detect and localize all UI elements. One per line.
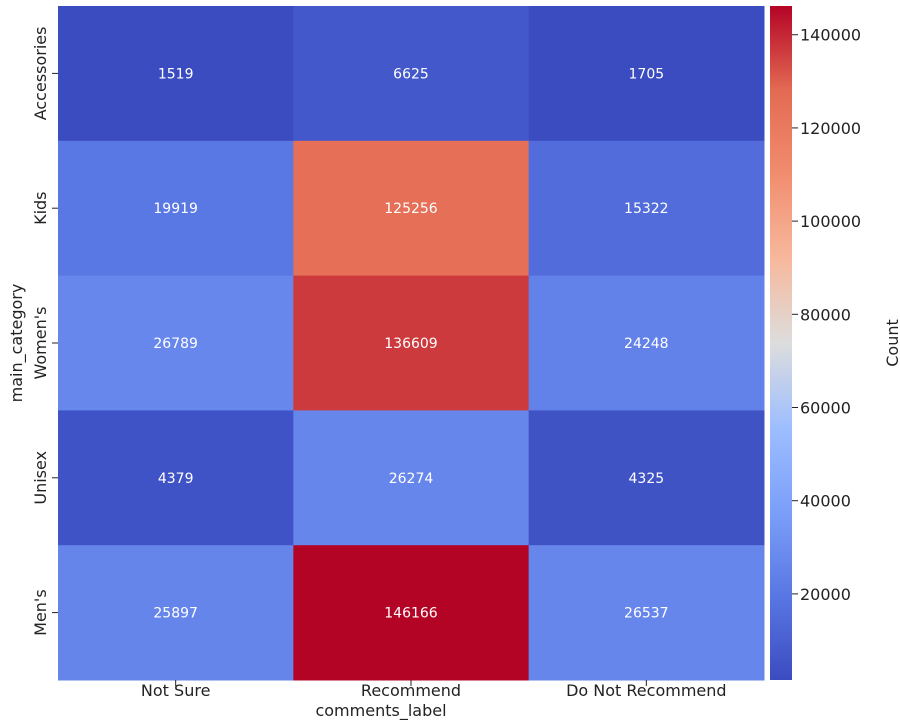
heatmap-cell xyxy=(58,410,294,546)
colorbar-tick-label: 20000 xyxy=(800,585,851,604)
y-tick-label: Kids xyxy=(31,191,50,224)
cell-value-label: 25897 xyxy=(153,606,198,622)
heatmap-cell xyxy=(58,6,294,142)
cell-value-label: 26537 xyxy=(624,606,669,622)
x-tick-label: Not Sure xyxy=(141,681,210,700)
x-tick-label: Recommend xyxy=(361,681,461,700)
heatmap-cell xyxy=(528,140,765,277)
cell-value-label: 125256 xyxy=(384,201,438,217)
colorbar-label: Count xyxy=(883,319,900,367)
colorbar-tick-label: 80000 xyxy=(800,305,851,324)
heatmap-cell xyxy=(528,545,765,681)
heatmap-cell xyxy=(293,410,530,546)
y-tick-label: Men's xyxy=(31,589,50,636)
cell-value-label: 26274 xyxy=(389,471,434,487)
x-tick-label: Do Not Recommend xyxy=(566,681,726,700)
colorbar-tick-label: 60000 xyxy=(800,399,851,418)
y-tick-label: Unisex xyxy=(31,451,50,505)
y-tick-label: Accessories xyxy=(31,27,50,121)
y-axis-ticks: Accessories Kids Women's Unisex Men's xyxy=(31,27,58,636)
heatmap-cell xyxy=(528,275,765,411)
y-tick-label: Women's xyxy=(31,307,50,380)
heatmap-cell xyxy=(293,140,530,277)
heatmap-cell xyxy=(58,140,294,277)
colorbar-tick-label: 120000 xyxy=(800,119,861,138)
colorbar-tick-label: 140000 xyxy=(800,26,861,45)
cell-value-label: 19919 xyxy=(153,201,198,217)
cell-value-label: 4379 xyxy=(158,471,194,487)
cell-value-label: 4325 xyxy=(629,471,665,487)
cell-value-label: 146166 xyxy=(384,606,438,622)
colorbar-ticks: 20000 40000 60000 80000 100000 120000 140000 xyxy=(792,26,861,604)
cell-value-label: 15322 xyxy=(624,201,669,217)
heatmap-cell xyxy=(58,545,294,681)
cell-value-label: 136609 xyxy=(384,336,437,352)
x-axis-label: comments_label xyxy=(315,701,446,721)
heatmap-cell xyxy=(528,410,765,546)
colorbar: 20000 40000 60000 80000 100000 120000 140000 C… xyxy=(770,6,900,680)
cell-value-label: 24248 xyxy=(624,336,669,352)
heatmap-cell xyxy=(293,545,530,681)
cell-value-label: 26789 xyxy=(153,336,198,352)
cell-value-label: 1519 xyxy=(158,66,194,82)
y-axis-label: main_category xyxy=(7,284,27,403)
x-axis-ticks: Not Sure Recommend Do Not Recommend xyxy=(141,680,727,700)
colorbar-tick-label: 100000 xyxy=(800,212,861,231)
heatmap-cells: 1519 6625 1705 19919 125256 15322 26789 136609 2… xyxy=(58,6,765,681)
heatmap-cell xyxy=(293,275,530,411)
heatmap-cell xyxy=(528,6,765,142)
heatmap-cell xyxy=(293,6,530,142)
colorbar-tick-label: 40000 xyxy=(800,492,851,511)
cell-value-label: 1705 xyxy=(629,66,665,82)
cell-value-label: 6625 xyxy=(393,66,429,82)
colorbar-gradient xyxy=(770,6,792,680)
heatmap-cell xyxy=(58,275,294,411)
